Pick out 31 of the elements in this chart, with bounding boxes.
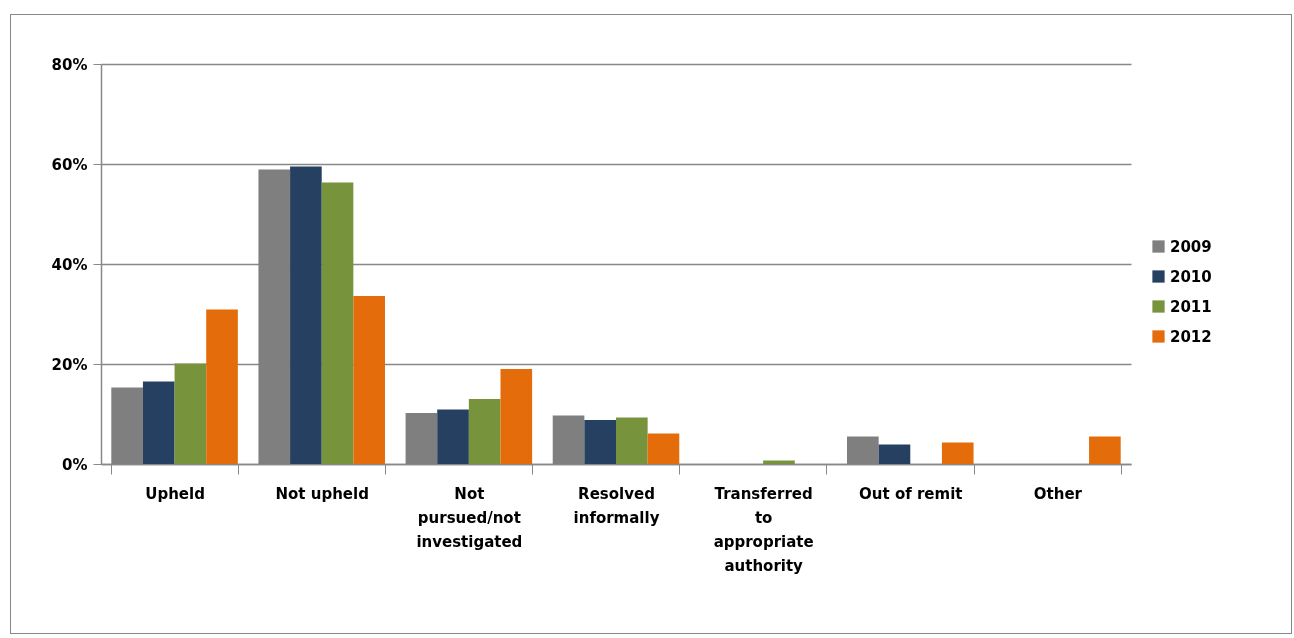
y-tick-label: 80% [51,55,88,74]
bar [584,420,616,464]
bar [206,309,238,464]
x-tick-label: Not pursued/not investigated [416,484,523,551]
x-tick-label: Upheld [145,484,205,503]
x-tick-label: Not upheld [275,484,369,503]
bar [353,296,385,464]
bar [142,381,175,464]
legend-label: 2009 [1170,237,1212,256]
bar [941,442,974,464]
x-tick-label: Transferred to appropriate authority [713,484,814,575]
x-tick-label: Out of remit [859,484,963,503]
bar [174,363,207,464]
legend-label: 2010 [1170,267,1212,286]
bar [500,369,533,464]
bar [321,182,354,464]
y-tick-label: 20% [51,355,88,374]
x-tick-label: Resolved informally [573,484,660,527]
legend-label: 2011 [1170,297,1212,316]
bar [290,166,322,464]
bar [468,399,501,464]
y-tick-label: 0% [62,455,88,474]
x-tick-label: Other [1033,484,1083,503]
bar [1089,436,1121,464]
bar [616,417,648,464]
bar [878,444,911,464]
y-tick-label: 60% [51,155,88,174]
bar [437,409,469,464]
bar [647,433,680,464]
y-tick-label: 40% [51,255,88,274]
legend-label: 2012 [1170,327,1212,346]
